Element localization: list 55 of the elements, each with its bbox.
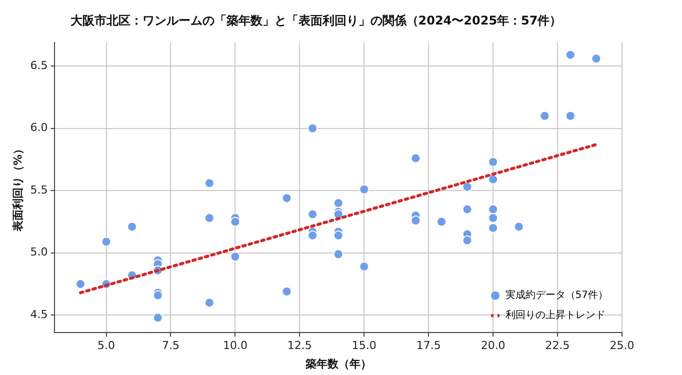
point bbox=[333, 198, 344, 208]
point bbox=[230, 252, 240, 262]
point bbox=[540, 110, 550, 121]
point bbox=[333, 249, 344, 260]
x-tick-label: 5.0 bbox=[98, 339, 116, 352]
x-tick-label: 10.0 bbox=[222, 339, 248, 352]
point bbox=[565, 110, 576, 121]
point bbox=[204, 178, 214, 188]
point bbox=[462, 182, 472, 192]
point bbox=[204, 213, 214, 224]
point bbox=[308, 123, 318, 134]
point bbox=[152, 312, 163, 323]
point bbox=[488, 222, 498, 233]
point bbox=[282, 193, 292, 204]
point bbox=[565, 50, 576, 60]
point bbox=[488, 204, 498, 214]
point bbox=[127, 222, 138, 232]
y-tick-label: 5.5 bbox=[30, 183, 48, 196]
point bbox=[308, 230, 318, 240]
point bbox=[282, 286, 292, 296]
point bbox=[462, 204, 472, 214]
point bbox=[462, 235, 472, 246]
x-tick-label: 25.0 bbox=[610, 339, 634, 352]
y-axis-title: 表面利回り（%） bbox=[11, 143, 24, 233]
point bbox=[359, 262, 370, 272]
point bbox=[152, 290, 163, 300]
x-tick-label: 20.0 bbox=[480, 339, 506, 352]
x-tick-label: 12.5 bbox=[287, 339, 312, 352]
y-tick-label: 6.0 bbox=[30, 121, 48, 134]
x-tick-label: 17.5 bbox=[416, 339, 441, 352]
point bbox=[230, 216, 240, 227]
x-tick-label: 7.5 bbox=[162, 339, 180, 352]
y-tick-label: 6.5 bbox=[30, 58, 48, 72]
point bbox=[333, 230, 344, 240]
x-tick-label: 15.0 bbox=[352, 339, 376, 352]
y-tick-label: 5.0 bbox=[30, 246, 48, 259]
point bbox=[410, 216, 421, 226]
point bbox=[436, 216, 446, 227]
y-tick-label: 4.5 bbox=[30, 308, 48, 322]
point bbox=[488, 156, 498, 167]
point bbox=[410, 153, 421, 164]
point bbox=[75, 279, 86, 290]
point bbox=[101, 236, 112, 247]
x-tick-label: 22.5 bbox=[545, 339, 570, 352]
chart-title: 大阪市北区：ワンルームの「築年数」と「表面利回り」の関係（2024〜2025年：57件） bbox=[70, 13, 562, 28]
legend-label: 実成約データ（57件） bbox=[505, 289, 608, 302]
x-axis-title: 築年数（年） bbox=[304, 357, 372, 370]
point bbox=[204, 298, 214, 308]
point bbox=[488, 213, 498, 224]
point bbox=[359, 184, 370, 194]
point bbox=[591, 54, 602, 64]
point bbox=[488, 174, 498, 184]
legend-label: 利回りの上昇トレンド bbox=[505, 309, 606, 322]
point bbox=[514, 222, 524, 232]
point bbox=[308, 209, 318, 220]
